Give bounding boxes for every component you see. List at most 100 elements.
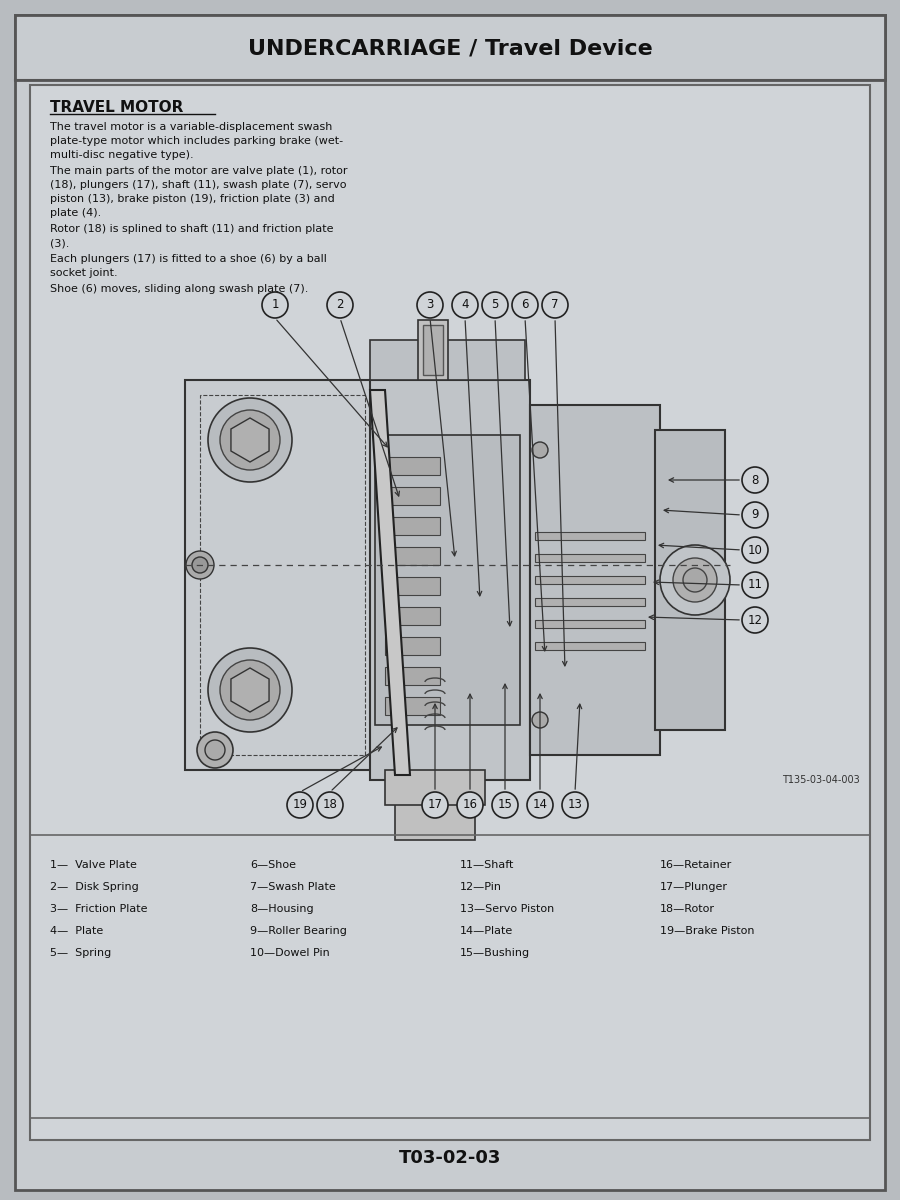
Text: 12—Pin: 12—Pin [460,882,502,892]
Text: Each plungers (17) is fitted to a shoe (6) by a ball: Each plungers (17) is fitted to a shoe (… [50,254,327,264]
Text: 4: 4 [461,299,469,312]
FancyBboxPatch shape [15,14,885,1190]
Text: multi-disc negative type).: multi-disc negative type). [50,150,194,160]
Text: 17—Plunger: 17—Plunger [660,882,728,892]
Text: 18—Rotor: 18—Rotor [660,904,715,914]
Circle shape [452,292,478,318]
Text: 15: 15 [498,798,512,811]
Circle shape [742,538,768,563]
FancyBboxPatch shape [423,325,443,374]
Text: 12: 12 [748,613,762,626]
Bar [535,598,645,606]
Text: UNDERCARRIAGE / Travel Device: UNDERCARRIAGE / Travel Device [248,38,652,58]
Circle shape [542,292,568,318]
Polygon shape [370,390,410,775]
FancyBboxPatch shape [655,430,725,730]
Text: piston (13), brake piston (19), friction plate (3) and: piston (13), brake piston (19), friction… [50,194,335,204]
Bar [535,576,645,584]
Text: 19: 19 [292,798,308,811]
FancyBboxPatch shape [385,547,440,565]
FancyBboxPatch shape [385,457,440,475]
Circle shape [742,502,768,528]
Circle shape [512,292,538,318]
Text: 8—Housing: 8—Housing [250,904,313,914]
FancyBboxPatch shape [530,404,660,755]
Text: 16: 16 [463,798,478,811]
Bar [535,620,645,628]
Text: 2—  Disk Spring: 2— Disk Spring [50,882,139,892]
Text: 7—Swash Plate: 7—Swash Plate [250,882,336,892]
Text: T135-03-04-003: T135-03-04-003 [782,775,860,785]
Text: The travel motor is a variable-displacement swash: The travel motor is a variable-displacem… [50,122,332,132]
Text: 10—Dowel Pin: 10—Dowel Pin [250,948,329,958]
Bar [535,642,645,650]
Bar [535,554,645,562]
Circle shape [527,792,553,818]
Circle shape [208,648,292,732]
Text: Shoe (6) moves, sliding along swash plate (7).: Shoe (6) moves, sliding along swash plat… [50,284,309,294]
Circle shape [422,792,448,818]
FancyBboxPatch shape [385,697,440,715]
Circle shape [186,551,214,578]
Text: (18), plungers (17), shaft (11), swash plate (7), servo: (18), plungers (17), shaft (11), swash p… [50,180,346,190]
Text: 14: 14 [533,798,547,811]
Circle shape [532,712,548,728]
Circle shape [482,292,508,318]
FancyBboxPatch shape [418,320,448,380]
Circle shape [417,292,443,318]
Circle shape [742,607,768,634]
Circle shape [287,792,313,818]
Circle shape [317,792,343,818]
Text: The main parts of the motor are valve plate (1), rotor: The main parts of the motor are valve pl… [50,166,347,176]
Text: (3).: (3). [50,238,69,248]
Text: 11—Shaft: 11—Shaft [460,860,515,870]
Circle shape [742,467,768,493]
Text: 6: 6 [521,299,529,312]
Text: 2: 2 [337,299,344,312]
Text: plate-type motor which includes parking brake (wet-: plate-type motor which includes parking … [50,136,343,146]
Text: 13—Servo Piston: 13—Servo Piston [460,904,554,914]
Text: 3—  Friction Plate: 3— Friction Plate [50,904,148,914]
Text: 13: 13 [568,798,582,811]
FancyBboxPatch shape [185,380,380,770]
Text: 17: 17 [428,798,443,811]
Circle shape [192,557,208,572]
Circle shape [205,740,225,760]
Text: 1—  Valve Plate: 1— Valve Plate [50,860,137,870]
FancyBboxPatch shape [385,637,440,655]
Text: 9—Roller Bearing: 9—Roller Bearing [250,926,346,936]
Text: 10: 10 [748,544,762,557]
Text: 19—Brake Piston: 19—Brake Piston [660,926,754,936]
Text: 14—Plate: 14—Plate [460,926,513,936]
Text: 8: 8 [752,474,759,486]
Text: 1: 1 [271,299,279,312]
Circle shape [262,292,288,318]
Circle shape [208,398,292,482]
Text: TRAVEL MOTOR: TRAVEL MOTOR [50,100,184,115]
Circle shape [220,410,280,470]
Text: 7: 7 [551,299,559,312]
Text: 11: 11 [748,578,762,592]
Text: Rotor (18) is splined to shaft (11) and friction plate: Rotor (18) is splined to shaft (11) and … [50,224,334,234]
Circle shape [457,792,483,818]
FancyBboxPatch shape [385,517,440,535]
Circle shape [220,660,280,720]
Circle shape [327,292,353,318]
Circle shape [532,442,548,458]
Bar [535,532,645,540]
Text: 9: 9 [752,509,759,522]
Text: T03-02-03: T03-02-03 [399,1150,501,1166]
FancyBboxPatch shape [385,667,440,685]
FancyBboxPatch shape [385,607,440,625]
Text: 3: 3 [427,299,434,312]
Text: 6—Shoe: 6—Shoe [250,860,296,870]
Text: socket joint.: socket joint. [50,268,118,278]
Circle shape [683,568,707,592]
Text: 18: 18 [322,798,338,811]
Text: 4—  Plate: 4— Plate [50,926,104,936]
Text: 5—  Spring: 5— Spring [50,948,112,958]
Text: 16—Retainer: 16—Retainer [660,860,733,870]
FancyBboxPatch shape [15,14,885,80]
Circle shape [562,792,588,818]
FancyBboxPatch shape [375,434,520,725]
